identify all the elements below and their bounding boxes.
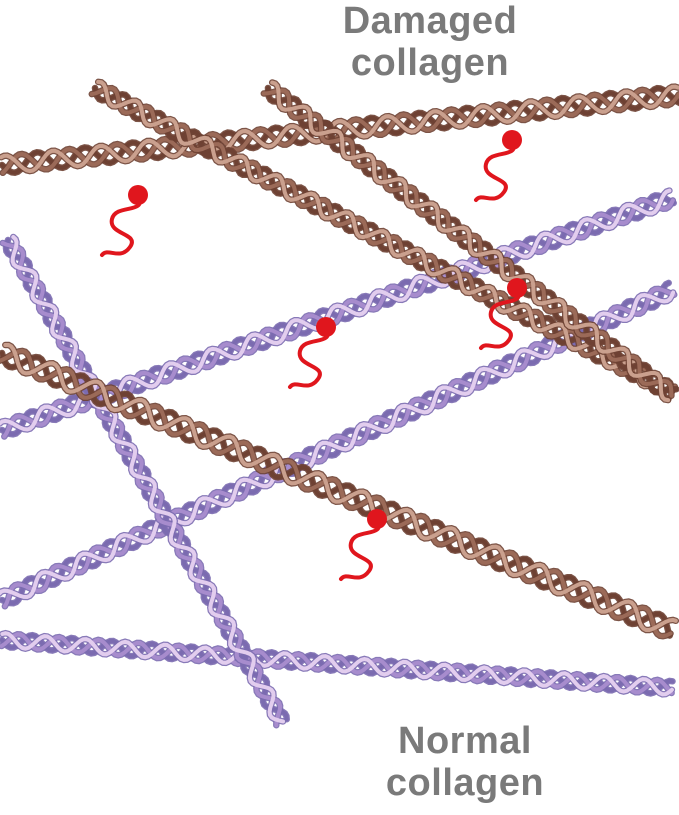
damaged-collagen-fiber-2 <box>88 78 679 402</box>
fiber-strand <box>270 80 671 403</box>
fiber-strand <box>3 343 678 632</box>
crosslink-dot <box>502 130 522 150</box>
crosslink-tail <box>479 286 521 350</box>
damaged-fibers <box>0 78 679 640</box>
normal-collagen-label: Normal collagen <box>335 720 595 804</box>
fiber-strand <box>0 632 674 695</box>
damaged-collagen-fiber-4 <box>0 341 679 640</box>
fiber-strand <box>0 84 679 174</box>
fiber-strand <box>2 286 677 609</box>
crosslink-dot <box>128 185 148 205</box>
damaged-label-line-1: Damaged <box>342 0 518 42</box>
crosslink-tail <box>288 325 330 389</box>
normal-collagen-fiber-8 <box>0 233 290 729</box>
crosslink-tail <box>100 193 142 257</box>
crosslink-4 <box>288 317 336 389</box>
damaged-collagen-label: Damaged collagen <box>300 0 560 84</box>
crosslink-5 <box>339 509 387 581</box>
crosslink-dot <box>507 278 527 298</box>
fiber-strand <box>0 348 673 639</box>
normal-label-line-1: Normal <box>398 720 532 762</box>
crosslink-2 <box>474 130 522 202</box>
crosslink-dot <box>367 509 387 529</box>
fiber-strand <box>10 235 285 724</box>
crosslink-1 <box>100 185 148 257</box>
fiber-strand <box>96 79 675 393</box>
damaged-collagen-fiber-3 <box>260 79 679 404</box>
crosslink-dot <box>316 317 336 337</box>
crosslinks <box>100 130 527 581</box>
crosslink-3 <box>479 278 527 350</box>
damaged-label-line-2: collagen <box>350 42 510 84</box>
fiber-strand <box>0 631 674 697</box>
normal-label-line-2: collagen <box>385 762 545 804</box>
crosslink-tail <box>339 517 381 581</box>
fiber-strand <box>0 241 283 728</box>
crosslink-tail <box>474 138 516 202</box>
normal-collagen-fiber-7 <box>0 629 676 698</box>
normal-fibers <box>0 187 678 729</box>
fiber-strand <box>261 88 674 398</box>
